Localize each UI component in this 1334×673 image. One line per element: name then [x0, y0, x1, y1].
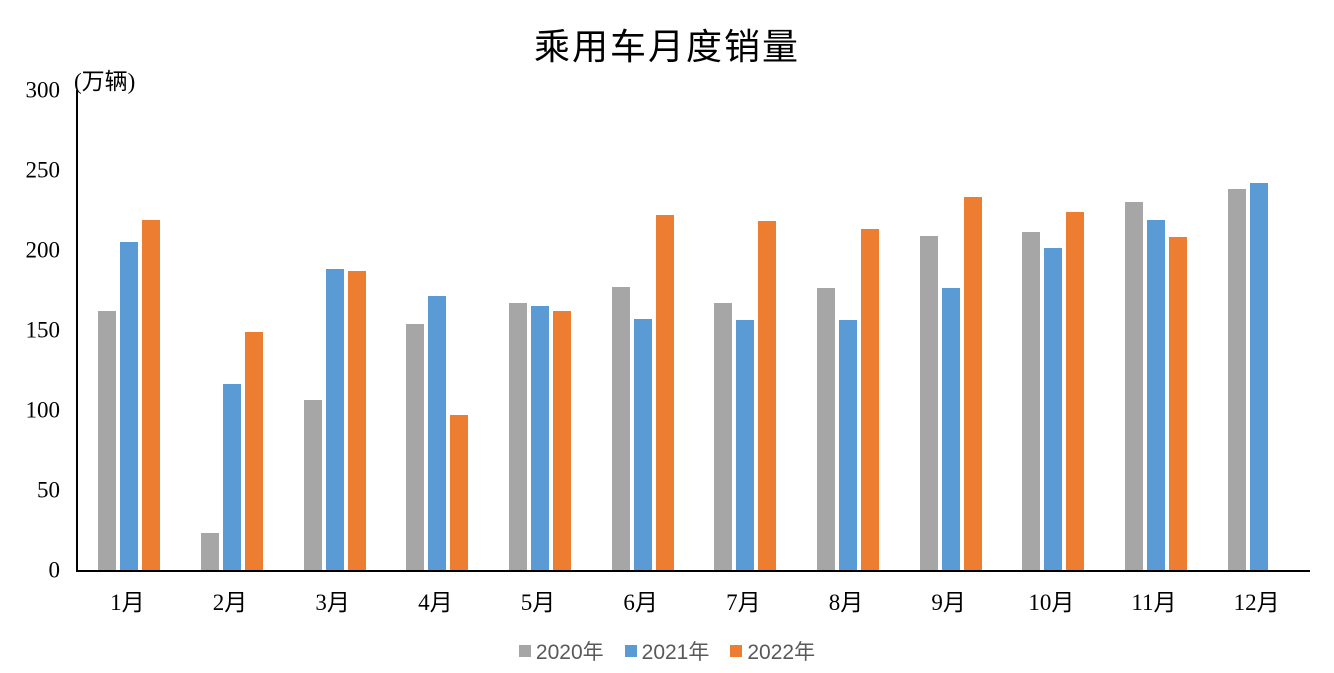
bar-2022年-2月 — [244, 331, 263, 570]
bar-2021年-2月 — [222, 384, 241, 570]
bar-2021年-10月 — [1044, 248, 1063, 570]
x-tick-label: 7月 — [726, 590, 761, 615]
bar-2020年-6月 — [611, 286, 630, 570]
bar-2022年-7月 — [758, 221, 777, 570]
legend: 2020年 2021年 2022年 — [0, 636, 1334, 666]
x-tick-label: 6月 — [623, 590, 658, 615]
bar-2020年-10月 — [1022, 232, 1041, 570]
legend-item-2022年: 2022年 — [730, 636, 815, 666]
legend-swatch-icon — [624, 645, 637, 657]
legend-label: 2020年 — [535, 641, 604, 664]
legend-item-2021年: 2021年 — [624, 636, 710, 666]
bar-group-5月 — [489, 90, 592, 570]
bar-2021年-5月 — [530, 306, 549, 570]
chart-title: 乘用车月度销量 — [533, 27, 800, 67]
y-tick-label: 0 — [48, 557, 61, 583]
x-tick-label: 9月 — [931, 590, 966, 615]
x-tick-label: 5月 — [520, 590, 556, 615]
x-tick-label: 8月 — [828, 590, 864, 615]
bar-group-2月 — [181, 90, 284, 570]
bar-2020年-7月 — [714, 302, 733, 570]
bar-2022年-9月 — [963, 197, 982, 570]
bar-2021年-12月 — [1249, 182, 1268, 570]
x-tick-label: 12月 — [1233, 590, 1280, 615]
legend-swatch-icon — [730, 645, 743, 657]
bar-2021年-3月 — [325, 269, 344, 570]
bar-2021年-7月 — [736, 320, 755, 570]
bar-2022年-6月 — [655, 214, 674, 570]
x-tick-label: 10月 — [1028, 590, 1075, 615]
y-tick-label: 100 — [25, 397, 61, 423]
x-tick-label: 1月 — [110, 590, 145, 615]
x-tick-label: 2月 — [212, 590, 248, 615]
bar-group-6月 — [591, 90, 694, 570]
bar-2020年-8月 — [816, 288, 835, 570]
y-axis-unit-label: (万辆) — [74, 69, 136, 94]
bar-2021年-11月 — [1146, 219, 1165, 570]
bar-2021年-9月 — [941, 288, 960, 570]
legend-item-2020年: 2020年 — [518, 636, 604, 666]
bar-group-3月 — [283, 90, 386, 570]
y-tick-label: 200 — [25, 237, 61, 263]
bar-2022年-3月 — [347, 270, 366, 570]
bar-2021年-6月 — [633, 318, 652, 570]
x-tick-label: 3月 — [315, 590, 350, 615]
y-tick-label: 300 — [25, 77, 61, 103]
bar-2021年-4月 — [428, 296, 447, 570]
x-tick-label: 11月 — [1131, 590, 1177, 615]
bar-group-11月 — [1105, 90, 1208, 570]
bar-2022年-5月 — [552, 310, 571, 570]
bar-2022年-8月 — [860, 229, 879, 570]
bar-2021年-1月 — [120, 242, 139, 570]
bar-2022年-4月 — [450, 414, 469, 570]
bar-2022年-11月 — [1168, 237, 1187, 570]
bar-group-9月 — [899, 90, 1002, 570]
legend-swatch-icon — [518, 645, 531, 657]
bar-2022年-10月 — [1066, 211, 1085, 570]
bar-group-4月 — [386, 90, 489, 570]
bar-group-8月 — [797, 90, 900, 570]
bar-2020年-2月 — [200, 533, 219, 570]
bar-2020年-4月 — [406, 323, 425, 570]
y-tick-label: 250 — [25, 157, 61, 183]
bar-group-1月 — [78, 90, 181, 570]
bar-2020年-9月 — [919, 235, 938, 570]
bar-2020年-11月 — [1124, 202, 1143, 570]
x-tick-label: 4月 — [418, 590, 453, 615]
bar-2020年-3月 — [303, 400, 322, 570]
bar-group-12月 — [1207, 90, 1310, 570]
plot-area — [76, 90, 1310, 572]
bar-2022年-1月 — [142, 219, 161, 570]
bar-group-10月 — [1002, 90, 1105, 570]
legend-label: 2022年 — [747, 641, 816, 664]
bar-2020年-1月 — [98, 310, 117, 570]
bar-group-7月 — [694, 90, 797, 570]
y-tick-label: 150 — [25, 317, 61, 343]
bar-2020年-5月 — [508, 302, 527, 570]
legend-label: 2021年 — [641, 641, 710, 664]
bar-2021年-8月 — [838, 320, 857, 570]
bar-2020年-12月 — [1227, 189, 1246, 570]
y-tick-label: 50 — [37, 477, 60, 503]
